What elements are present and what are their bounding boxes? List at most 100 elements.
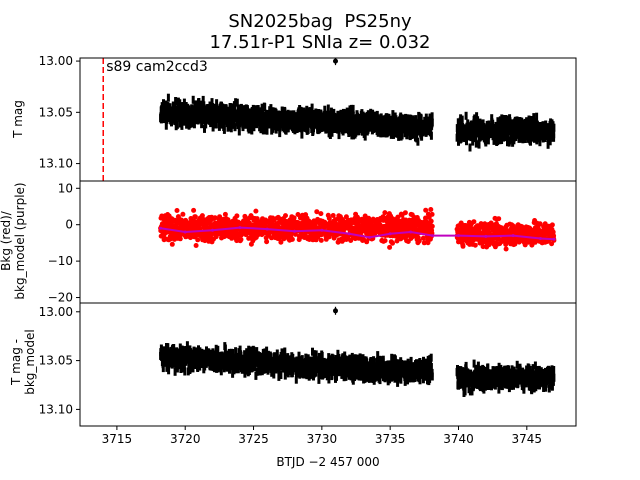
flux-point	[512, 134, 516, 142]
flux-point	[288, 121, 292, 130]
flux-point	[232, 118, 236, 127]
bkg-point	[254, 218, 260, 224]
bkg-point	[542, 221, 548, 227]
flux-point	[491, 119, 495, 128]
flux-point	[196, 364, 200, 372]
bkg-point	[428, 207, 434, 212]
flux-point	[514, 133, 518, 141]
flux-point	[253, 363, 257, 372]
bkg-point	[283, 213, 288, 219]
bkg-model-point	[552, 237, 556, 241]
bkg-point	[472, 242, 478, 248]
flux-point	[192, 120, 196, 129]
flux-point	[183, 367, 187, 376]
bkg-model-point	[211, 228, 214, 232]
flux-point	[353, 373, 357, 381]
bkg-model-point	[431, 234, 434, 238]
flux-point	[182, 346, 185, 355]
flux-point	[357, 127, 361, 136]
bkg-model-point	[347, 232, 351, 236]
flux-point	[552, 123, 556, 132]
flux-point	[327, 375, 331, 384]
bkg-model-point	[368, 235, 372, 239]
flux-point	[363, 374, 367, 383]
bkg-point	[193, 243, 199, 248]
flux-point	[391, 110, 395, 119]
flux-point	[170, 360, 174, 369]
flux-point	[297, 351, 301, 360]
flux-point	[474, 139, 478, 148]
flux-point	[182, 98, 186, 107]
flux-point	[222, 125, 226, 134]
flux-point	[363, 132, 367, 141]
chart-title-line1: SN2025bag PS25ny	[228, 11, 412, 32]
bkg-point	[289, 236, 295, 242]
bkg-model-point	[265, 227, 269, 231]
flux-point	[206, 104, 210, 112]
flux-point	[238, 345, 242, 354]
panel-top-plot	[159, 58, 556, 152]
flux-point	[362, 128, 366, 137]
flux-point	[312, 350, 316, 359]
flux-point	[165, 363, 169, 372]
flux-point	[521, 124, 524, 133]
flux-point	[336, 349, 340, 358]
flux-point	[521, 119, 525, 128]
flux-point	[243, 369, 247, 378]
flux-point	[223, 344, 227, 353]
flux-point	[249, 117, 253, 126]
flux-point	[166, 102, 170, 111]
y-tick-label: 0	[65, 218, 73, 232]
panel-bottom-plot	[159, 306, 556, 397]
flux-point	[383, 118, 387, 127]
bkg-point	[382, 210, 388, 216]
flux-point	[202, 101, 206, 110]
flux-point	[473, 114, 477, 123]
flux-point	[271, 124, 275, 133]
flux-point	[294, 375, 298, 384]
flux-point	[496, 117, 500, 126]
flux-point	[210, 98, 214, 107]
bkg-point	[537, 221, 543, 227]
bkg-model-point	[388, 232, 392, 236]
bkg-point	[212, 215, 218, 221]
flux-point	[420, 132, 424, 141]
flux-point	[256, 367, 260, 376]
flux-point	[430, 112, 434, 121]
flux-point	[211, 123, 215, 132]
flux-point	[525, 117, 529, 126]
bkg-model-point	[320, 228, 324, 232]
flux-point	[265, 346, 269, 355]
flux-point	[535, 112, 539, 121]
flux-point	[457, 137, 460, 146]
flux-point	[527, 115, 531, 124]
flux-point	[235, 364, 239, 373]
flux-point	[512, 127, 515, 136]
flux-point	[243, 350, 247, 359]
bkg-point	[496, 216, 502, 222]
bkg-point	[314, 209, 320, 215]
flux-point	[350, 131, 354, 140]
flux-point	[204, 120, 208, 129]
flux-point	[201, 95, 205, 104]
bkg-point	[180, 211, 186, 217]
flux-point	[369, 114, 373, 123]
bkg-point	[291, 215, 297, 221]
flux-point	[283, 371, 287, 380]
flux-point	[259, 125, 263, 134]
flux-point	[378, 376, 382, 385]
flux-point	[330, 128, 334, 137]
bkg-model-point	[238, 226, 242, 230]
flux-point	[191, 95, 195, 104]
bkg-point	[390, 240, 395, 246]
flux-point	[296, 124, 300, 133]
bkg-point	[195, 237, 201, 243]
flux-point	[344, 125, 348, 134]
flux-point	[199, 100, 203, 109]
flux-point	[278, 124, 282, 132]
bkg-model-point	[159, 226, 163, 230]
bkg-point	[326, 215, 332, 221]
flux-point	[367, 374, 371, 383]
flux-point	[456, 118, 460, 127]
